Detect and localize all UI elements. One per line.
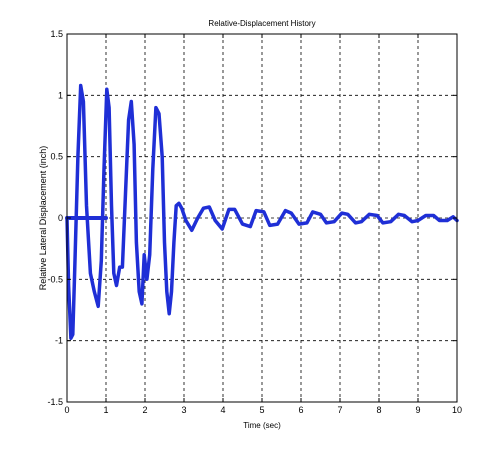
x-tick-label: 4 bbox=[220, 405, 225, 415]
x-tick-label: 3 bbox=[181, 405, 186, 415]
grid bbox=[67, 34, 457, 402]
x-tick-label: 6 bbox=[298, 405, 303, 415]
y-tick-label: 0 bbox=[58, 213, 63, 223]
ticks bbox=[66, 33, 458, 403]
y-tick-label: 0.5 bbox=[50, 152, 63, 162]
y-axis-label: Relative Lateral Displacement (inch) bbox=[38, 146, 48, 291]
chart-title: Relative-Displacement History bbox=[208, 19, 315, 28]
tick-labels: 0 1 2 3 4 5 6 7 8 9 10 -1.5 -1 -0.5 0 0.5 1 1.5 bbox=[47, 29, 462, 415]
x-tick-label: 10 bbox=[452, 405, 462, 415]
x-axis-label: Time (sec) bbox=[243, 421, 281, 430]
x-tick-label: 7 bbox=[337, 405, 342, 415]
series-line bbox=[65, 83, 459, 340]
y-tick-label: 1.5 bbox=[50, 29, 63, 39]
y-tick-label: -0.5 bbox=[47, 274, 63, 284]
series-layer bbox=[65, 83, 459, 340]
x-tick-label: 5 bbox=[259, 405, 264, 415]
y-tick-label: -1.5 bbox=[47, 397, 63, 407]
x-tick-label: 2 bbox=[142, 405, 147, 415]
x-tick-label: 1 bbox=[103, 405, 108, 415]
x-tick-label: 0 bbox=[64, 405, 69, 415]
y-tick-label: -1 bbox=[55, 336, 63, 346]
y-tick-label: 1 bbox=[58, 90, 63, 100]
x-tick-label: 8 bbox=[376, 405, 381, 415]
x-tick-label: 9 bbox=[415, 405, 420, 415]
